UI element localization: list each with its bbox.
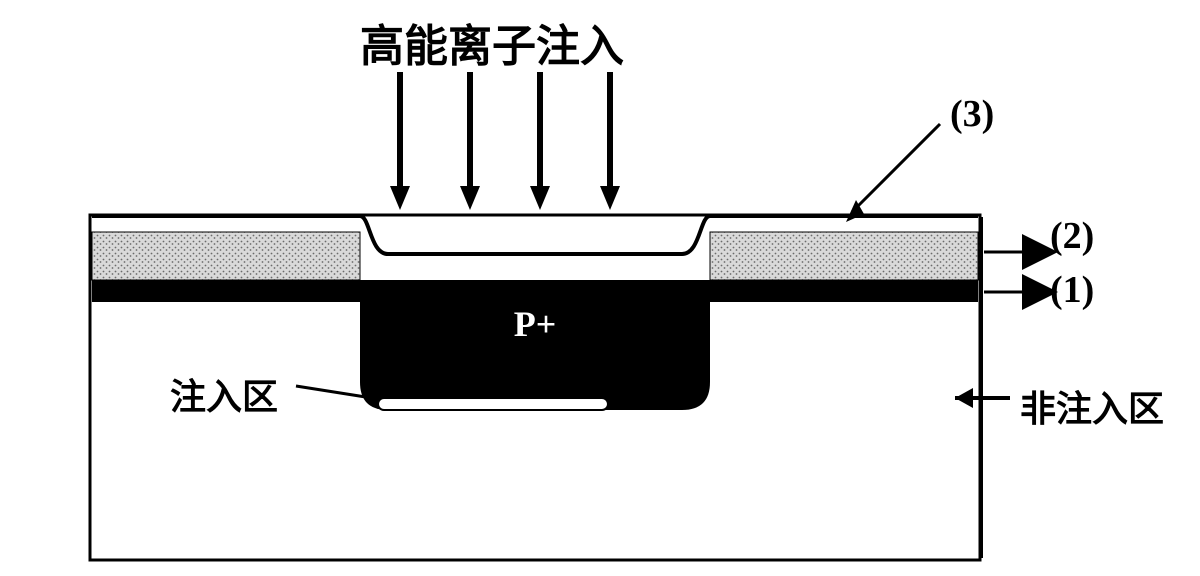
diagram-svg: P+: [0, 0, 1200, 576]
p-plus-label: P+: [514, 304, 557, 344]
callout-3: (3): [950, 92, 994, 136]
diagram-stage: P+: [0, 0, 1200, 576]
label-noninject-region: 非注入区: [1020, 380, 1164, 432]
diagram-title: 高能离子注入: [360, 10, 624, 74]
label-inject-region: 注入区: [170, 368, 278, 420]
callout-1: (1): [1050, 268, 1094, 312]
callout-2: (2): [1050, 214, 1094, 258]
